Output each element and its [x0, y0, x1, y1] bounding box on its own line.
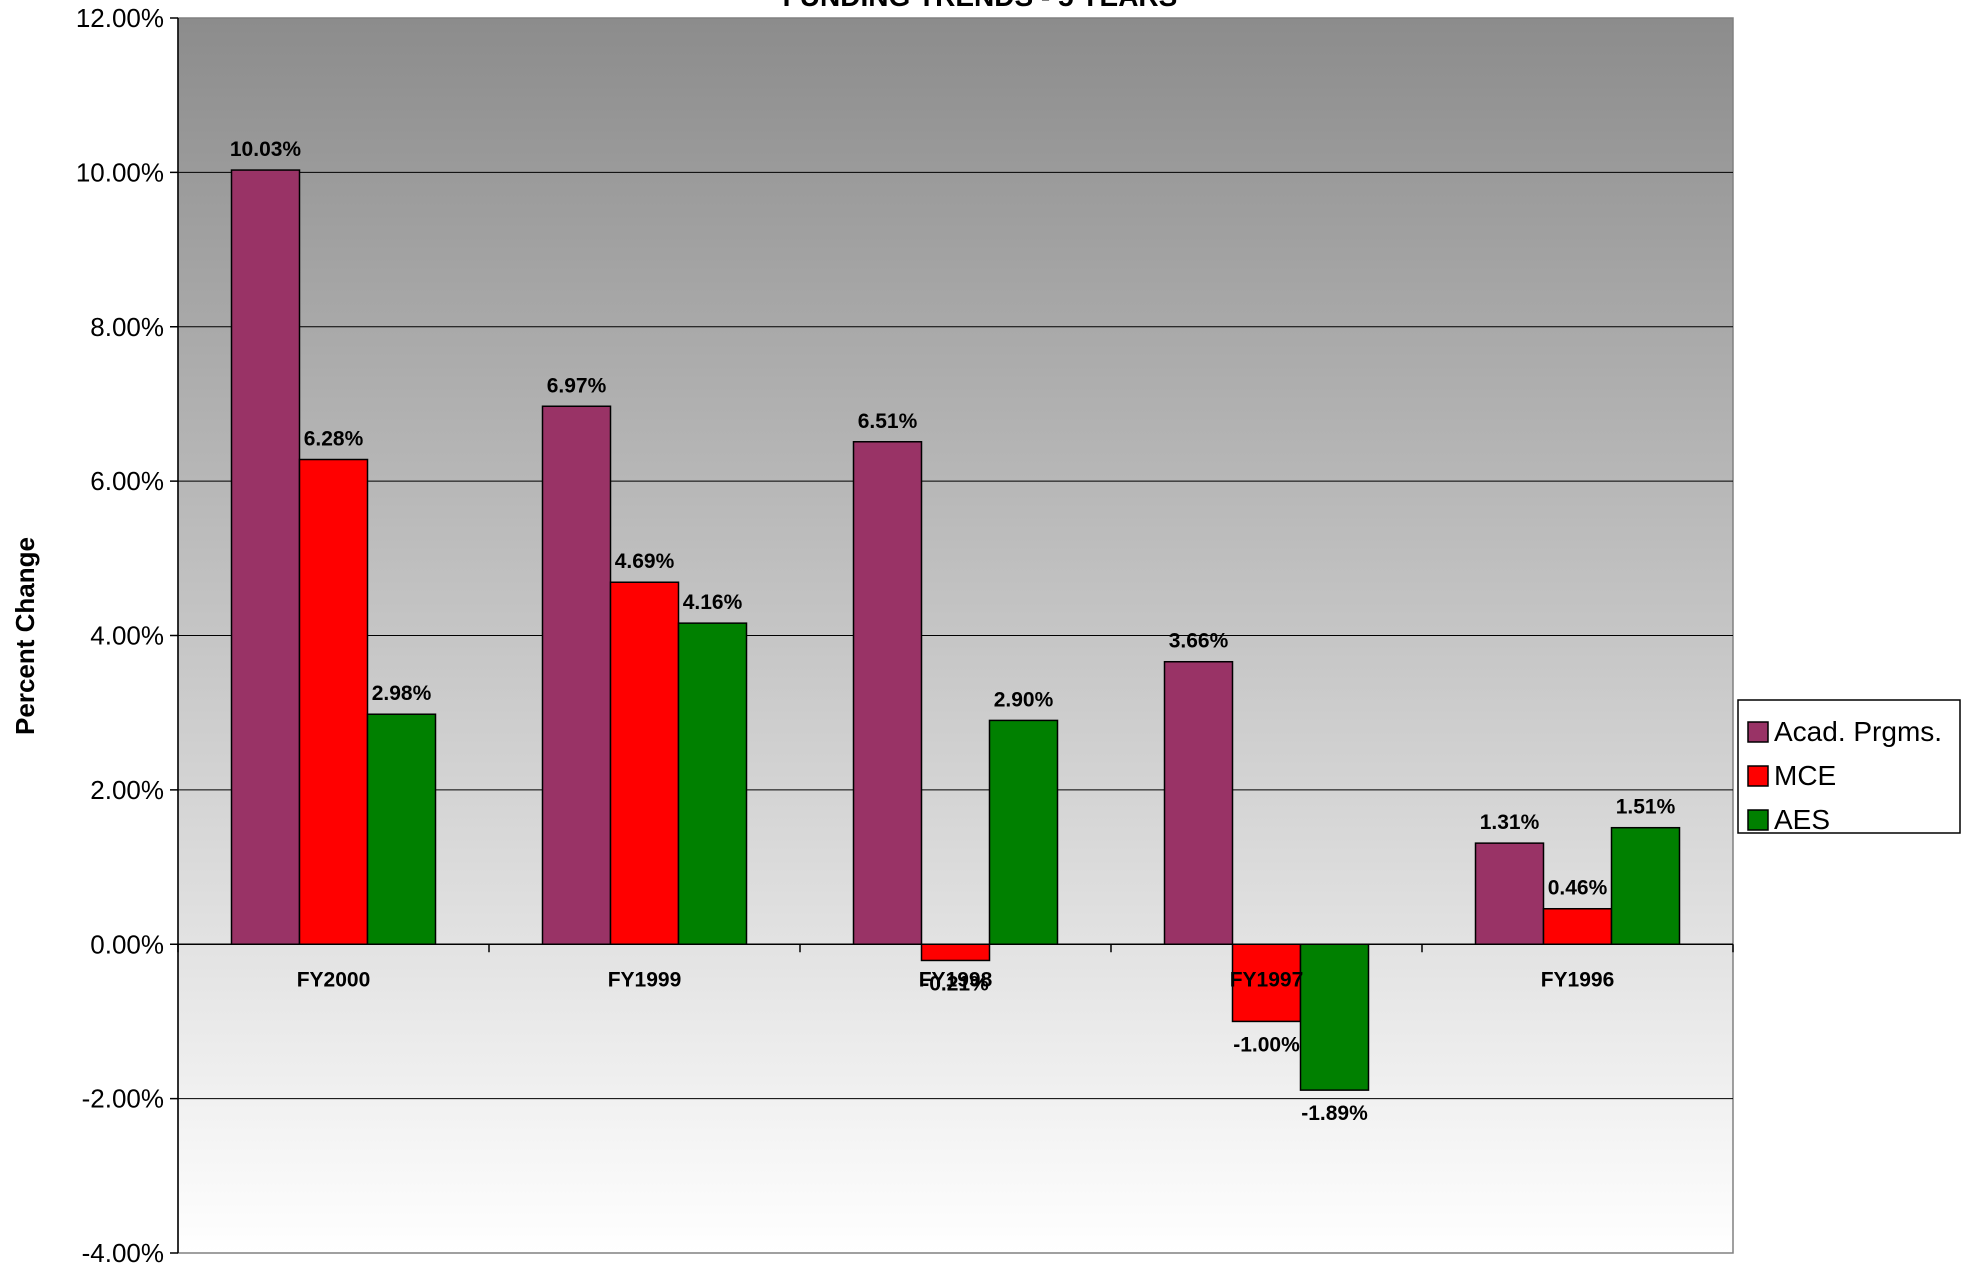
y-tick-label: 2.00% — [90, 775, 164, 805]
legend-label: AES — [1774, 804, 1830, 835]
bar — [1163, 660, 1234, 946]
x-tick-label: FY2000 — [297, 968, 371, 991]
chart-title: FUNDING TRENDS - 5 YEARS — [783, 0, 1178, 12]
data-label: 0.46% — [1548, 877, 1608, 900]
x-tick-label: FY1998 — [919, 968, 993, 991]
legend-box — [1737, 699, 1961, 834]
bars — [230, 169, 1681, 1091]
bar — [298, 458, 369, 945]
data-label: 2.98% — [372, 682, 432, 705]
legend: Acad. Prgms. MCE AES — [1737, 699, 1961, 835]
y-axis-label: Percent Change — [10, 537, 40, 735]
bar — [988, 719, 1059, 945]
y-tick-label: 12.00% — [76, 3, 164, 33]
data-label: 10.03% — [230, 138, 302, 161]
bar — [1299, 943, 1370, 1091]
data-labels: 10.03% 6.28% 2.98% FY2000 6.97% 4.69% 4.16% FY1… — [230, 138, 1676, 1125]
bar — [1542, 907, 1613, 946]
bar — [541, 405, 612, 945]
data-label: -1.89% — [1301, 1102, 1368, 1125]
bar — [1231, 943, 1302, 1023]
y-tick-label: 0.00% — [90, 929, 164, 959]
data-label: 6.51% — [858, 410, 918, 433]
x-tick-label: FY1997 — [1230, 968, 1304, 991]
legend-label: Acad. Prgms. — [1774, 716, 1942, 747]
data-label: 4.16% — [683, 591, 743, 614]
data-label: -1.00% — [1233, 1033, 1300, 1056]
data-label: 6.28% — [304, 428, 364, 451]
legend-swatch — [1747, 809, 1769, 831]
bar — [677, 622, 748, 946]
axes: -4.00% -2.00% 0.00% 2.00% 4.00% 6.00% 8.00% 10.… — [76, 3, 1734, 1264]
bar — [609, 581, 680, 945]
y-tick-label: 4.00% — [90, 621, 164, 651]
bar — [920, 943, 991, 962]
data-label: 6.97% — [547, 374, 607, 397]
data-label: 1.51% — [1616, 796, 1676, 819]
legend-swatch — [1747, 721, 1769, 743]
bar — [1610, 826, 1681, 946]
data-label: -0.21% — [922, 972, 989, 995]
y-tick-label: -4.00% — [82, 1238, 164, 1264]
y-tick-label: -2.00% — [82, 1084, 164, 1114]
data-label: 1.31% — [1480, 811, 1540, 834]
y-tick-label: 8.00% — [90, 312, 164, 342]
legend-label: MCE — [1774, 760, 1836, 791]
x-tick-label: FY1999 — [608, 968, 682, 991]
data-label: 2.90% — [994, 688, 1054, 711]
bar — [852, 441, 923, 945]
bar — [1474, 842, 1545, 946]
bar — [230, 169, 301, 945]
legend-swatch — [1747, 765, 1769, 787]
data-label: 3.66% — [1169, 630, 1229, 653]
y-tick-label: 6.00% — [90, 466, 164, 496]
bar — [366, 713, 437, 946]
data-label: 4.69% — [615, 550, 675, 573]
x-tick-label: FY1996 — [1541, 968, 1615, 991]
y-tick-label: 10.00% — [76, 157, 164, 187]
